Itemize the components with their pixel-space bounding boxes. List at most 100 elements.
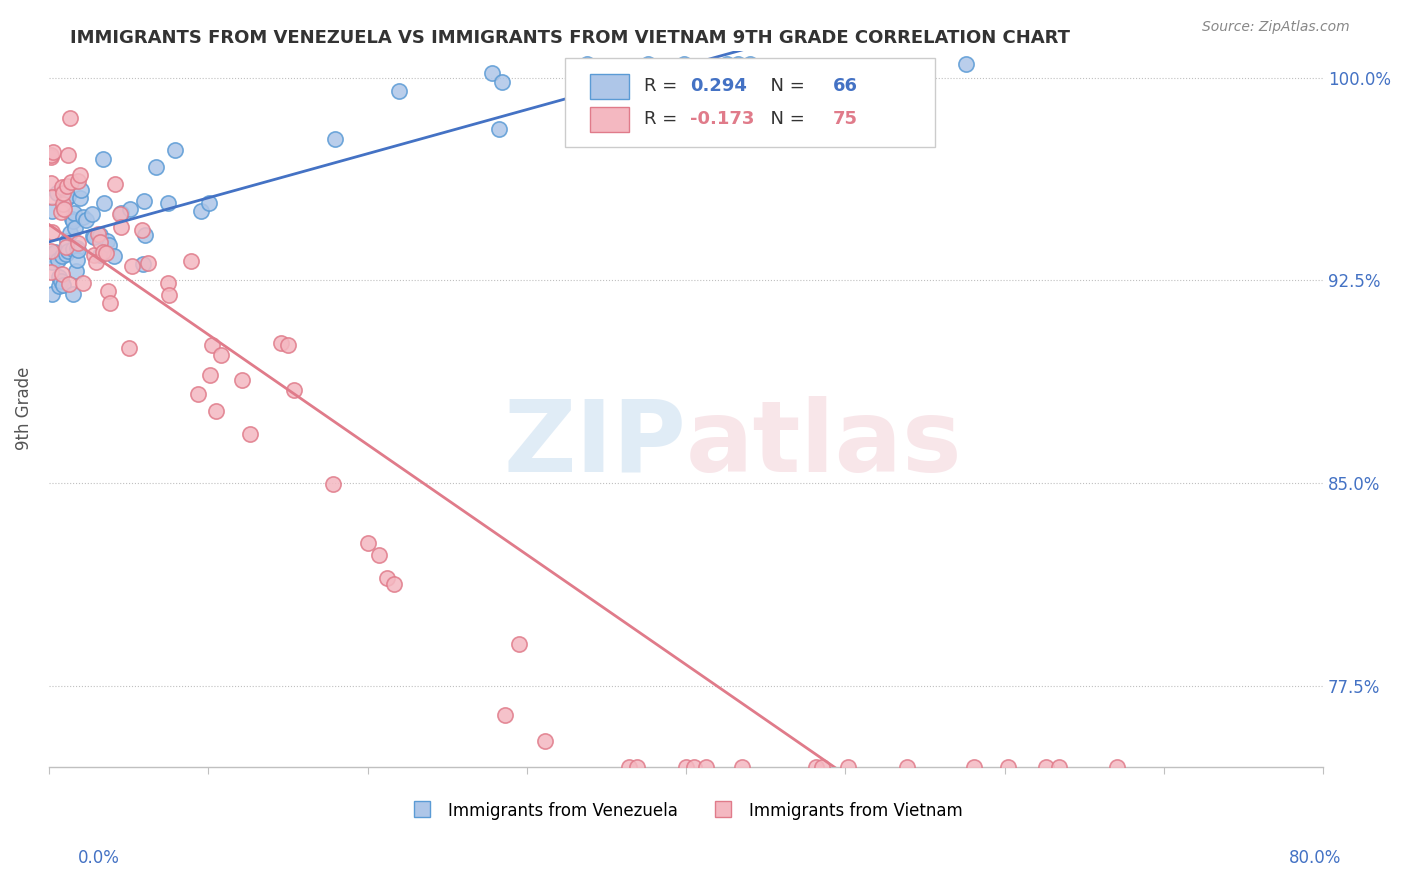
- Point: [121, 259, 143, 273]
- Point: [955, 57, 977, 71]
- Point: [96, 234, 118, 248]
- Point: [132, 257, 155, 271]
- Point: [134, 228, 156, 243]
- Point: [56, 148, 79, 162]
- Point: [62, 286, 84, 301]
- Point: [508, 637, 530, 651]
- Text: R =: R =: [644, 77, 683, 95]
- Point: [239, 426, 262, 441]
- Point: [87, 227, 110, 241]
- Point: [277, 337, 299, 351]
- Point: [55, 247, 77, 261]
- Point: [60, 212, 83, 227]
- Point: [56, 178, 79, 193]
- Point: [209, 347, 232, 361]
- Point: [491, 75, 513, 89]
- Point: [533, 734, 555, 748]
- Point: [51, 197, 73, 211]
- Point: [56, 234, 79, 248]
- Point: [963, 759, 986, 773]
- Point: [727, 57, 749, 71]
- Point: [51, 180, 73, 194]
- Point: [110, 206, 132, 220]
- Point: [494, 708, 516, 723]
- Point: [39, 176, 62, 190]
- Point: [83, 230, 105, 244]
- Point: [69, 183, 91, 197]
- Point: [67, 235, 90, 250]
- Bar: [591, 106, 628, 132]
- Point: [675, 759, 697, 773]
- Point: [75, 213, 97, 227]
- Text: 0.294: 0.294: [690, 77, 747, 95]
- Point: [83, 248, 105, 262]
- Text: 80.0%: 80.0%: [1288, 849, 1341, 867]
- Text: 66: 66: [832, 77, 858, 95]
- Point: [283, 384, 305, 398]
- Point: [60, 176, 83, 190]
- Point: [91, 152, 114, 166]
- Point: [118, 341, 141, 355]
- Point: [98, 237, 121, 252]
- Point: [322, 477, 344, 491]
- Point: [89, 227, 111, 242]
- Point: [51, 249, 73, 263]
- Point: [637, 57, 659, 71]
- Text: ZIP: ZIP: [503, 396, 686, 493]
- Point: [66, 253, 89, 268]
- Point: [896, 759, 918, 773]
- Text: Source: ZipAtlas.com: Source: ZipAtlas.com: [1202, 20, 1350, 34]
- Point: [72, 276, 94, 290]
- Point: [198, 368, 221, 382]
- Point: [69, 168, 91, 182]
- Point: [59, 226, 82, 240]
- Point: [46, 253, 69, 268]
- Point: [56, 188, 79, 202]
- Point: [41, 225, 63, 239]
- Point: [41, 255, 63, 269]
- Point: [368, 548, 391, 562]
- Text: -0.173: -0.173: [690, 110, 754, 128]
- Point: [66, 174, 89, 188]
- Point: [103, 177, 125, 191]
- Point: [157, 276, 180, 290]
- Point: [62, 242, 84, 256]
- Point: [738, 57, 761, 71]
- Point: [94, 246, 117, 260]
- Point: [51, 274, 73, 288]
- Point: [51, 277, 73, 292]
- Point: [72, 211, 94, 225]
- Point: [41, 286, 63, 301]
- Point: [683, 759, 706, 773]
- Text: N =: N =: [759, 110, 810, 128]
- Point: [82, 228, 104, 243]
- Point: [67, 244, 90, 258]
- Point: [804, 759, 827, 773]
- Point: [48, 269, 70, 284]
- Text: 75: 75: [832, 110, 858, 128]
- Point: [39, 150, 62, 164]
- Point: [837, 759, 859, 773]
- Point: [48, 279, 70, 293]
- Point: [131, 223, 153, 237]
- Legend: Immigrants from Venezuela, Immigrants from Vietnam: Immigrants from Venezuela, Immigrants fr…: [402, 795, 970, 826]
- Point: [1035, 759, 1057, 773]
- Point: [52, 186, 75, 200]
- Point: [41, 204, 63, 219]
- Point: [198, 195, 221, 210]
- Point: [200, 337, 222, 351]
- Point: [157, 288, 180, 302]
- Point: [145, 160, 167, 174]
- Point: [187, 387, 209, 401]
- Point: [997, 759, 1019, 773]
- Point: [190, 204, 212, 219]
- Text: 0.0%: 0.0%: [77, 849, 120, 867]
- Point: [65, 264, 87, 278]
- Point: [575, 57, 598, 71]
- Point: [180, 253, 202, 268]
- Point: [97, 284, 120, 298]
- Point: [811, 759, 834, 773]
- Point: [375, 571, 398, 585]
- Point: [63, 221, 86, 235]
- Point: [39, 244, 62, 258]
